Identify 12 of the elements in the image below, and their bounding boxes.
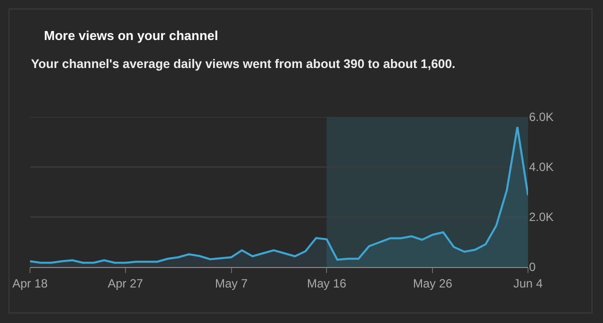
y-tick-label: 6.0K — [529, 110, 554, 124]
chart-subtitle: Your channel's average daily views went from about 390 to about 1,600. — [31, 57, 456, 71]
chart-title: More views on your channel — [44, 28, 218, 43]
x-tick-label: May 26 — [412, 276, 453, 290]
y-tick-label: 0 — [529, 260, 536, 274]
y-tick-label: 4.0K — [529, 160, 554, 174]
y-tick-label: 2.0K — [529, 210, 554, 224]
x-tick-label: May 7 — [214, 276, 248, 290]
x-tick-label: Apr 18 — [12, 276, 48, 290]
x-tick-label: Apr 27 — [108, 276, 144, 290]
x-tick-label: May 16 — [307, 276, 347, 290]
x-tick-label: Jun 4 — [513, 276, 543, 290]
